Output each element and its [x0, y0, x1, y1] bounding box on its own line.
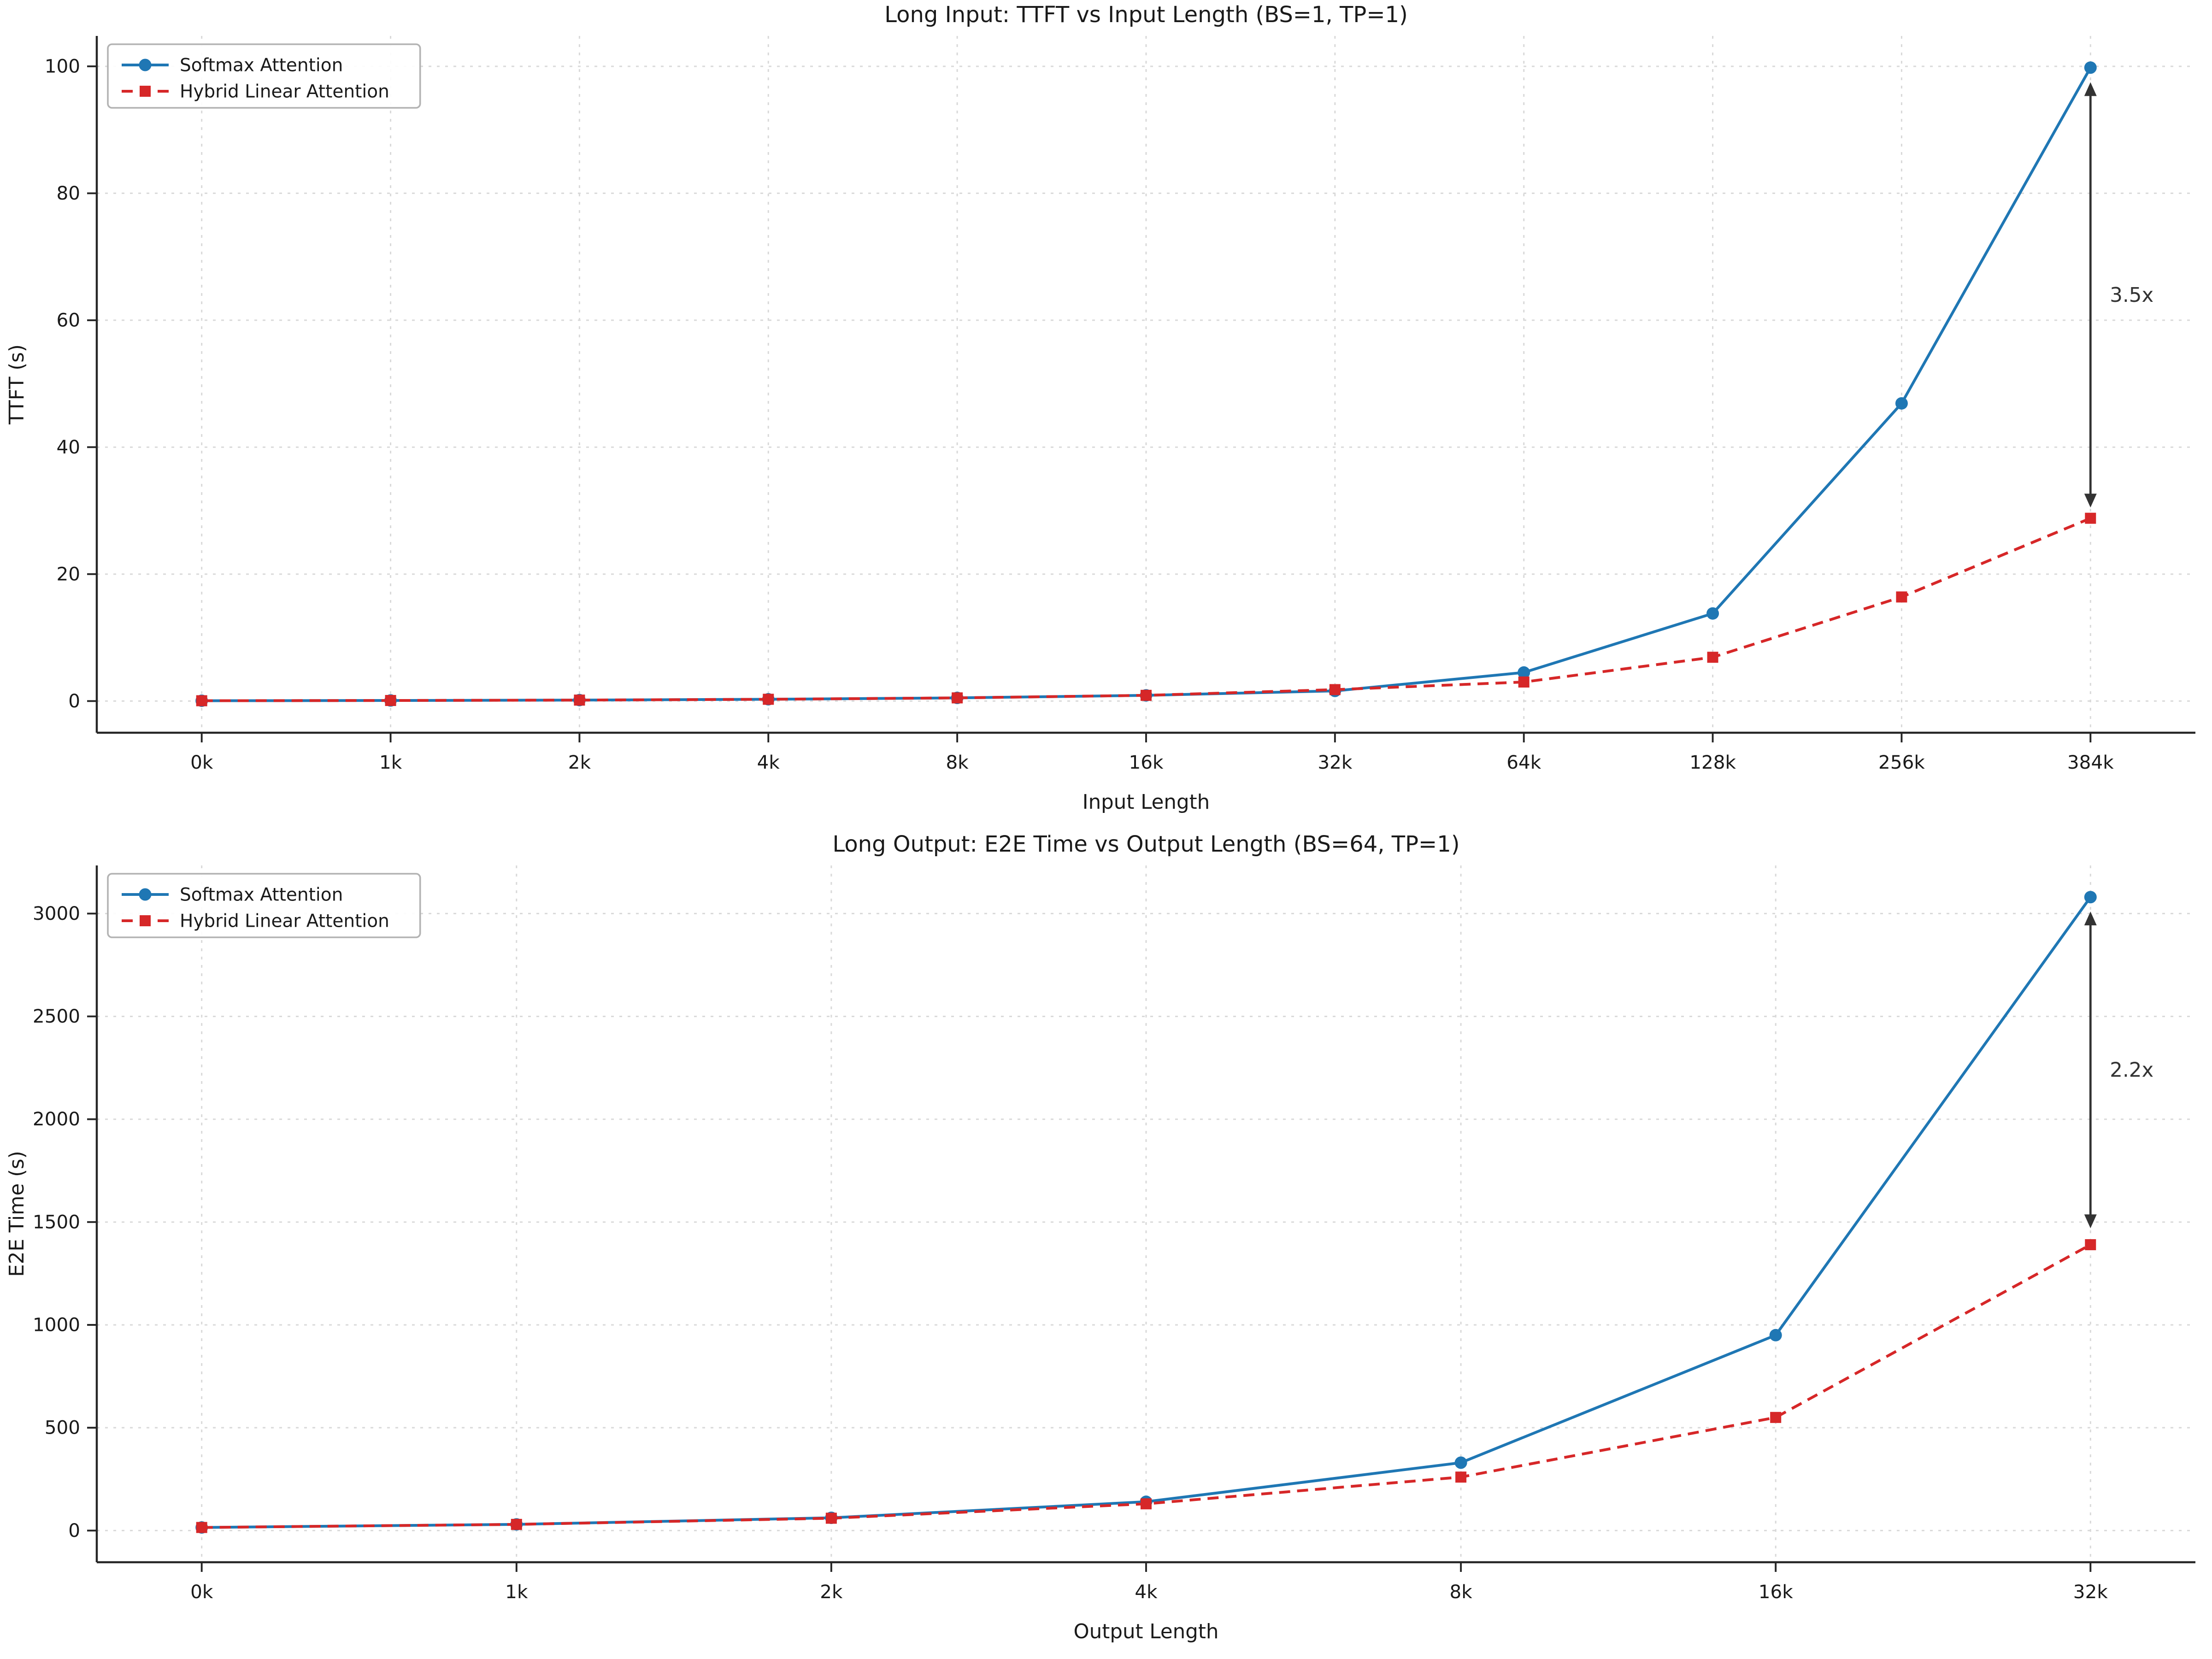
- legend-marker-icon: [139, 59, 152, 71]
- series-softmax: [195, 891, 2097, 1534]
- y-tick-label: 40: [56, 436, 80, 458]
- x-axis-label: Output Length: [1074, 1620, 1219, 1643]
- x-tick-label: 1k: [379, 751, 402, 773]
- y-tick-label: 2500: [33, 1005, 80, 1027]
- legend-entry-label: Softmax Attention: [180, 885, 343, 906]
- x-tick-label: 0k: [190, 751, 213, 773]
- data-point-marker: [1141, 1498, 1152, 1510]
- e2e-time-vs-output-length-chart: 0k 1k 2k 4k 8k 16k 32k 0 500 1000 1500 2000 2500 3000…: [6, 831, 2195, 1643]
- data-point-marker: [2085, 512, 2096, 524]
- data-point-marker: [1706, 607, 1719, 620]
- x-tick-label: 0k: [190, 1581, 213, 1603]
- x-tick-label: 32k: [1318, 751, 1353, 773]
- data-point-marker: [1518, 666, 1530, 679]
- data-point-marker: [1895, 397, 1908, 410]
- speedup-label: 2.2x: [2110, 1059, 2153, 1082]
- series-line: [201, 1243, 2091, 1529]
- x-tick-label: 2k: [820, 1581, 843, 1603]
- x-axis-label: Input Length: [1082, 791, 1210, 814]
- y-axis-label: E2E Time (s): [6, 1151, 29, 1277]
- series-hybrid: [196, 512, 2096, 706]
- data-point-marker: [825, 1512, 837, 1524]
- x-tick-label: 32k: [2073, 1581, 2108, 1603]
- x-tick-label: 16k: [1759, 1581, 1794, 1603]
- speedup-annotation: 2.2x: [2084, 911, 2153, 1229]
- data-point-marker: [1707, 652, 1718, 663]
- legend-marker-icon: [140, 915, 151, 926]
- arrowhead-up-icon: [2084, 911, 2097, 925]
- speedup-annotation: 3.5x: [2084, 82, 2153, 508]
- data-point-marker: [2084, 891, 2097, 904]
- legend-box: [107, 873, 421, 938]
- data-point-marker: [574, 694, 585, 706]
- chart-title: Long Output: E2E Time vs Output Length (…: [832, 831, 1459, 857]
- y-tick-label: 0: [68, 690, 80, 712]
- ttft-vs-input-length-chart: 0k 1k 2k 4k 8k 16k 32k 64k 128k 256k 384k 0 20 40 60 80…: [6, 2, 2195, 814]
- x-axis: 0k 1k 2k 4k 8k 16k 32k: [190, 1562, 2108, 1603]
- y-tick-label: 60: [56, 309, 80, 331]
- legend-marker-icon: [140, 86, 151, 97]
- y-tick-label: 20: [56, 563, 80, 585]
- legend-marker-icon: [139, 888, 152, 901]
- legend: Softmax Attention Hybrid Linear Attention: [107, 873, 421, 938]
- legend-box: [107, 43, 421, 109]
- legend-entry-label: Softmax Attention: [180, 55, 343, 76]
- x-tick-label: 16k: [1129, 751, 1164, 773]
- y-tick-label: 1000: [33, 1313, 80, 1335]
- data-point-marker: [1770, 1412, 1782, 1423]
- x-tick-label: 1k: [505, 1581, 528, 1603]
- data-point-marker: [1329, 684, 1341, 695]
- y-tick-label: 2000: [33, 1108, 80, 1130]
- arrowhead-down-icon: [2084, 1214, 2097, 1229]
- grid: [97, 865, 2195, 1562]
- legend-entry-label: Hybrid Linear Attention: [180, 82, 389, 102]
- y-tick-label: 1500: [33, 1211, 80, 1233]
- x-tick-label: 384k: [2067, 751, 2114, 773]
- y-tick-label: 80: [56, 182, 80, 204]
- x-tick-label: 256k: [1878, 751, 1925, 773]
- legend: Softmax Attention Hybrid Linear Attention: [107, 43, 421, 109]
- x-tick-label: 8k: [1449, 1581, 1472, 1603]
- y-tick-label: 3000: [33, 902, 80, 924]
- speedup-label: 3.5x: [2110, 284, 2153, 307]
- data-point-marker: [1769, 1329, 1782, 1341]
- x-axis: 0k 1k 2k 4k 8k 16k 32k 64k 128k 256k 384k: [190, 733, 2114, 773]
- series-hybrid: [196, 1239, 2096, 1533]
- y-axis-label: TTFT (s): [6, 344, 29, 425]
- data-point-marker: [1518, 676, 1530, 688]
- chart-title: Long Input: TTFT vs Input Length (BS=1, …: [884, 2, 1408, 28]
- data-point-marker: [511, 1518, 522, 1530]
- x-tick-label: 8k: [946, 751, 969, 773]
- y-tick-label: 100: [45, 55, 80, 77]
- data-point-marker: [952, 692, 963, 704]
- data-point-marker: [385, 695, 396, 706]
- data-point-marker: [2085, 1239, 2096, 1250]
- y-axis: 0 20 40 60 80 100: [45, 55, 97, 712]
- y-tick-label: 500: [45, 1417, 80, 1439]
- arrowhead-down-icon: [2084, 494, 2097, 508]
- x-tick-label: 4k: [757, 751, 780, 773]
- data-point-marker: [1455, 1471, 1467, 1483]
- data-point-marker: [196, 695, 207, 706]
- data-point-marker: [2084, 61, 2097, 74]
- x-tick-label: 2k: [568, 751, 591, 773]
- arrowhead-up-icon: [2084, 82, 2097, 96]
- y-axis: 0 500 1000 1500 2000 2500 3000: [33, 902, 97, 1541]
- grid: [97, 36, 2195, 733]
- data-point-marker: [763, 694, 774, 705]
- data-point-marker: [1454, 1456, 1467, 1469]
- y-tick-label: 0: [68, 1519, 80, 1541]
- data-point-marker: [1141, 689, 1152, 701]
- x-tick-label: 64k: [1506, 751, 1541, 773]
- data-point-marker: [1896, 591, 1907, 603]
- x-tick-label: 128k: [1689, 751, 1736, 773]
- legend-entry-label: Hybrid Linear Attention: [180, 911, 389, 932]
- data-point-marker: [196, 1522, 207, 1533]
- x-tick-label: 4k: [1135, 1581, 1158, 1603]
